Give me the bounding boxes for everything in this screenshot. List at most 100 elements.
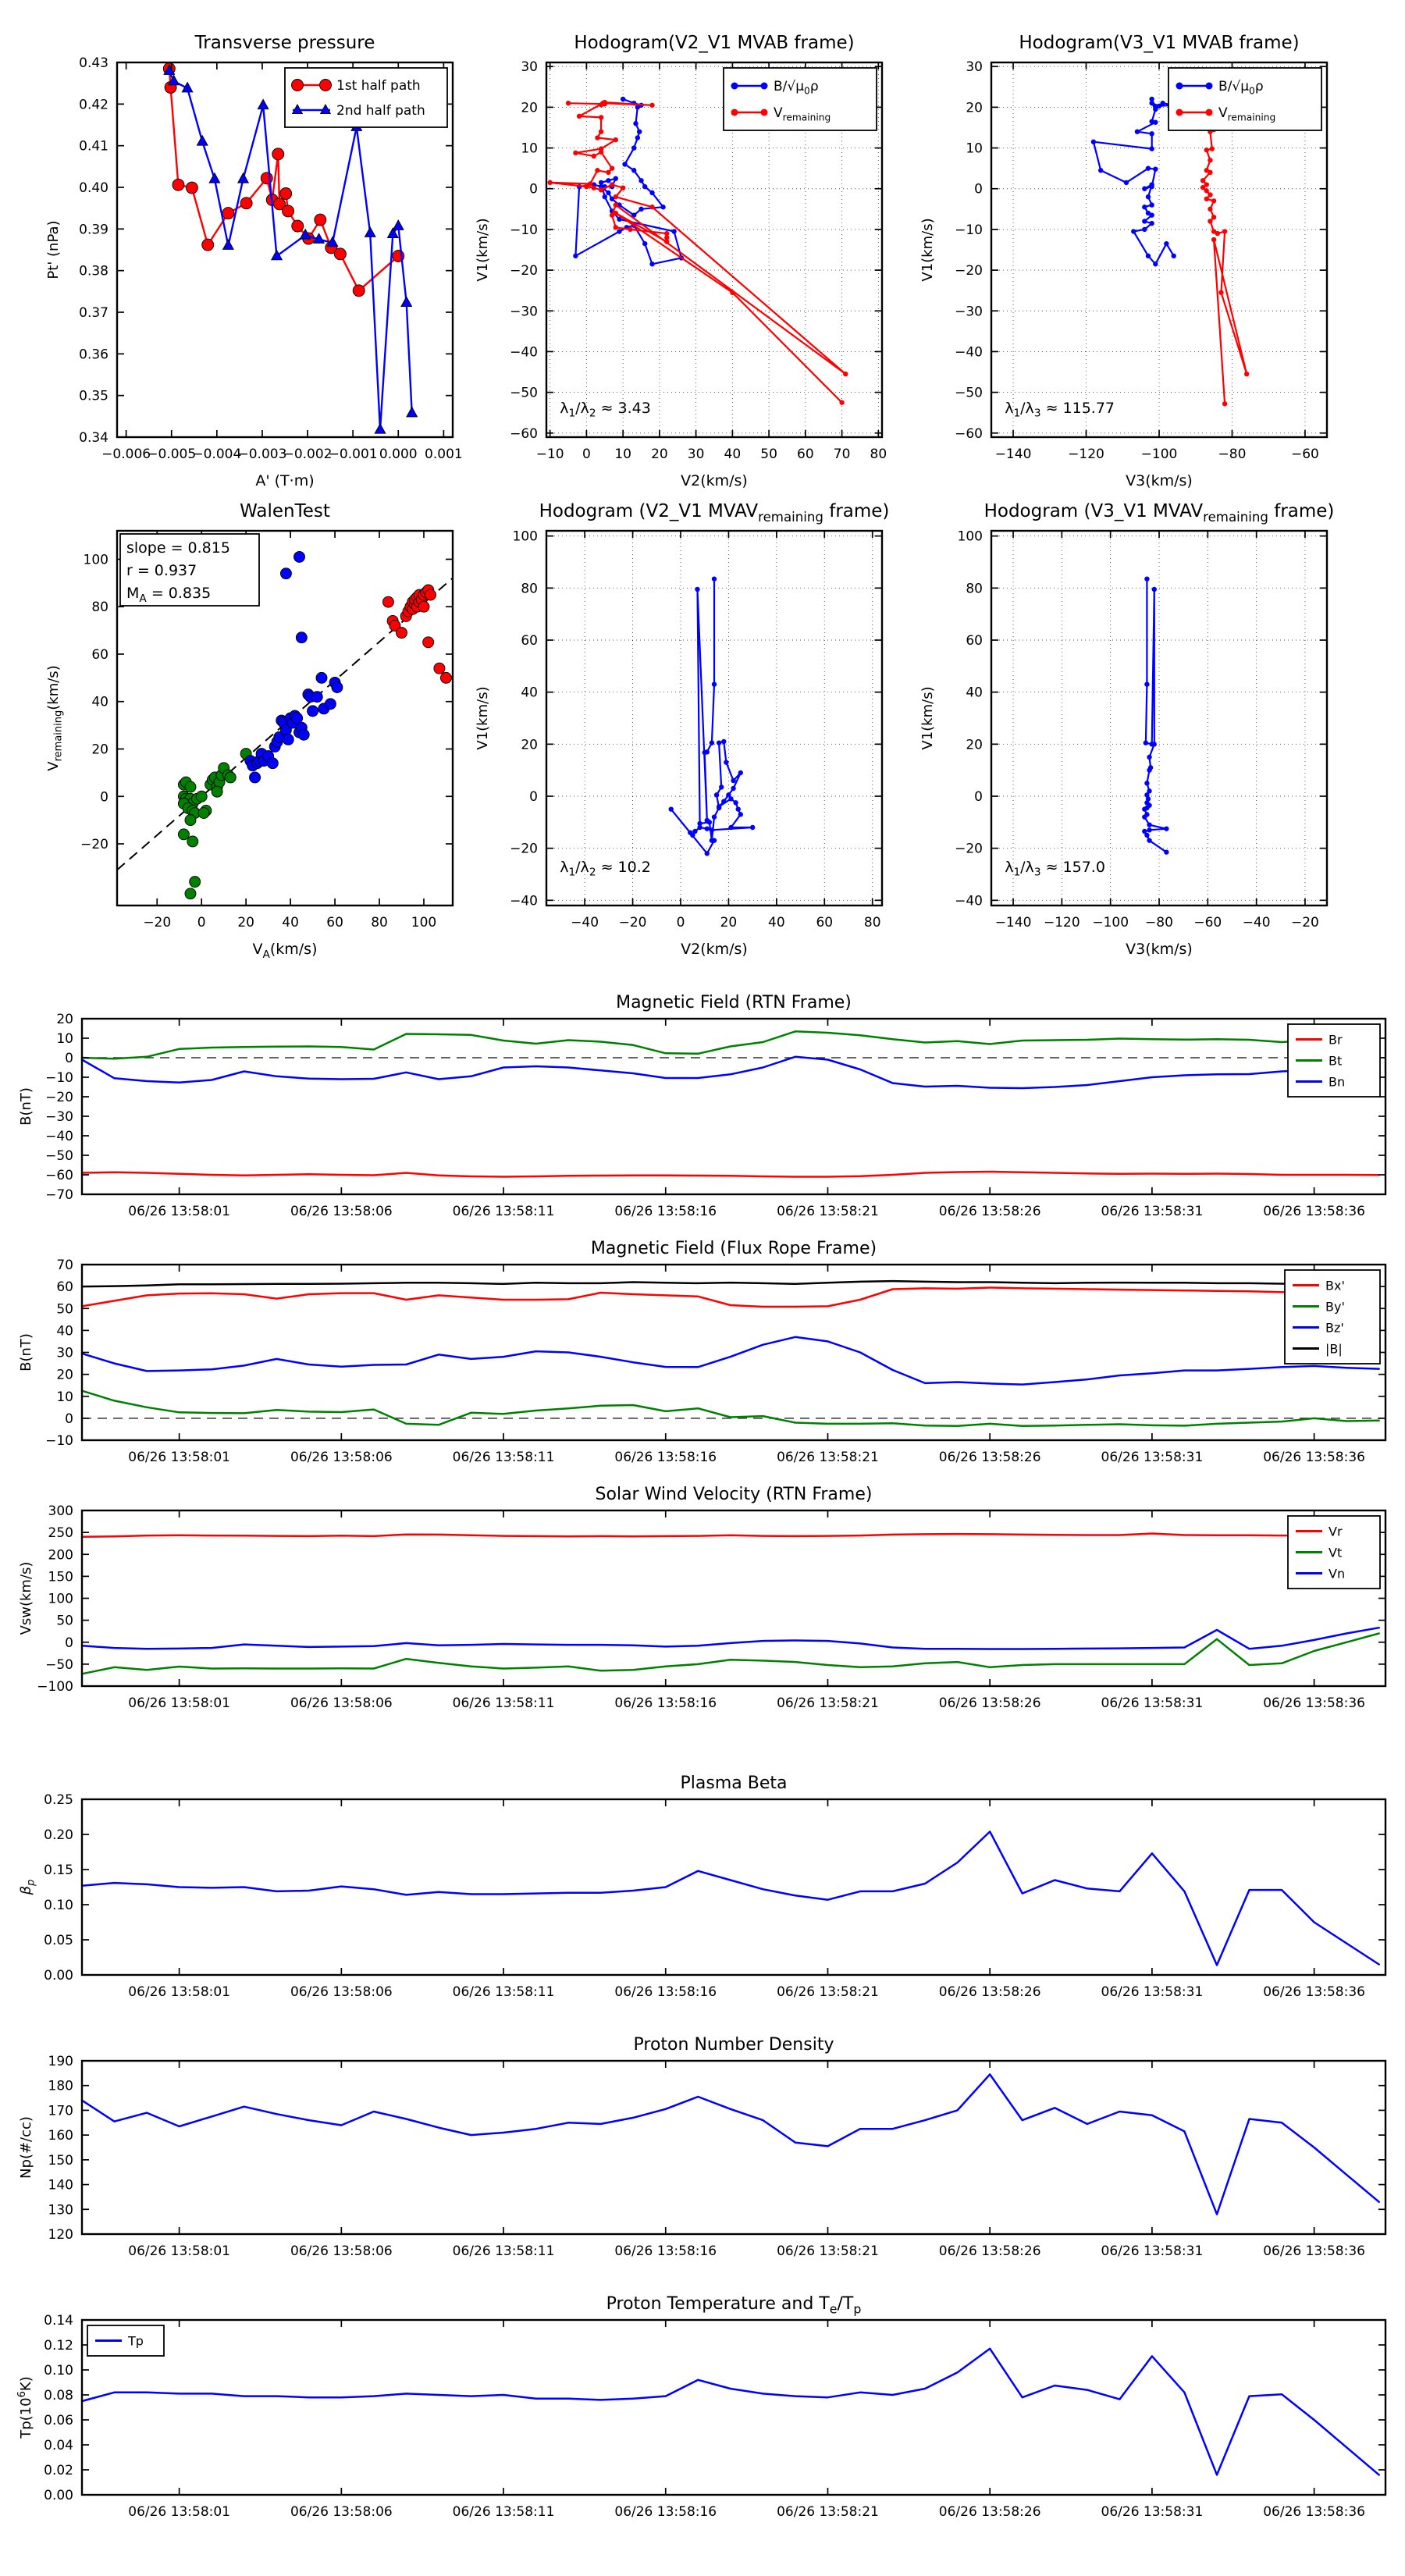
svg-text:−40: −40 bbox=[955, 344, 983, 360]
svg-text:−20: −20 bbox=[45, 1090, 73, 1105]
svg-text:−40: −40 bbox=[510, 893, 538, 909]
svg-text:V2(km/s): V2(km/s) bbox=[681, 941, 748, 958]
svg-text:−20: −20 bbox=[510, 263, 538, 279]
svg-text:−50: −50 bbox=[45, 1148, 73, 1164]
svg-text:100: 100 bbox=[84, 552, 108, 568]
svg-text:06/26 13:58:36: 06/26 13:58:36 bbox=[1263, 1450, 1365, 1465]
svg-text:−20: −20 bbox=[955, 841, 983, 857]
svg-text:−10: −10 bbox=[45, 1070, 73, 1086]
svg-text:130: 130 bbox=[48, 2202, 73, 2218]
svg-text:slope = 0.815: slope = 0.815 bbox=[126, 539, 230, 557]
svg-text:06/26 13:58:21: 06/26 13:58:21 bbox=[777, 1450, 879, 1465]
svg-text:50: 50 bbox=[760, 447, 777, 462]
svg-text:Solar Wind Velocity (RTN Frame: Solar Wind Velocity (RTN Frame) bbox=[596, 1485, 873, 1504]
svg-text:−0.006: −0.006 bbox=[101, 447, 151, 462]
svg-text:150: 150 bbox=[48, 1569, 73, 1585]
svg-text:20: 20 bbox=[521, 737, 538, 753]
svg-text:20: 20 bbox=[966, 737, 983, 753]
svg-text:−20: −20 bbox=[955, 263, 983, 279]
svg-text:10: 10 bbox=[56, 1389, 73, 1405]
svg-text:20: 20 bbox=[651, 447, 668, 462]
svg-text:βp​: βp​ bbox=[18, 1880, 37, 1896]
svg-text:0.42: 0.42 bbox=[79, 97, 108, 112]
svg-text:−80: −80 bbox=[1218, 447, 1247, 462]
chart-plasma-beta: 06/26 13:58:01 06/26 13:58:06 06/26 13:58:… bbox=[18, 1774, 1387, 2000]
svg-text:V1(km/s): V1(km/s) bbox=[475, 686, 491, 749]
chart-transverse-pressure: −0.006 −0.005 −0.004 −0.003 −0.002 −0.001 0.00… bbox=[45, 33, 463, 489]
svg-text:0: 0 bbox=[529, 789, 538, 805]
svg-text:−60: −60 bbox=[955, 426, 983, 442]
svg-text:06/26 13:58:26: 06/26 13:58:26 bbox=[939, 2243, 1041, 2259]
chart-solar-wind-velocity: 06/26 13:58:01 06/26 13:58:06 06/26 13:58:… bbox=[18, 1485, 1387, 1711]
svg-text:06/26 13:58:31: 06/26 13:58:31 bbox=[1101, 1204, 1204, 1219]
svg-text:50: 50 bbox=[56, 1301, 73, 1317]
svg-text:170: 170 bbox=[48, 2103, 73, 2119]
chart-magnetic-field-rtn: 06/26 13:58:01 06/26 13:58:06 06/26 13:58:… bbox=[18, 993, 1387, 1219]
svg-text:06/26 13:58:21: 06/26 13:58:21 bbox=[777, 1984, 879, 2000]
svg-text:−120: −120 bbox=[1068, 447, 1104, 462]
chart-proton-temperature: 06/26 13:58:01 06/26 13:58:06 06/26 13:58:… bbox=[16, 2294, 1387, 2520]
svg-text:0: 0 bbox=[974, 182, 983, 197]
svg-text:WalenTest: WalenTest bbox=[240, 501, 330, 521]
svg-text:06/26 13:58:21: 06/26 13:58:21 bbox=[777, 2504, 879, 2520]
svg-text:06/26 13:58:11: 06/26 13:58:11 bbox=[453, 1450, 555, 1465]
svg-text:50: 50 bbox=[56, 1614, 73, 1629]
svg-text:0: 0 bbox=[677, 915, 685, 930]
svg-text:06/26 13:58:01: 06/26 13:58:01 bbox=[128, 1450, 230, 1465]
svg-text:Proton Temperature and Te/Tp​: Proton Temperature and Te/Tp​ bbox=[606, 2294, 862, 2317]
svg-text:40: 40 bbox=[521, 685, 538, 701]
svg-text:100: 100 bbox=[958, 529, 983, 545]
svg-text:Hodogram (V2_V1 MVAVremaining: Hodogram (V2_V1 MVAVremaining frame) bbox=[539, 501, 890, 525]
svg-text:V2(km/s): V2(km/s) bbox=[681, 472, 748, 489]
svg-text:06/26 13:58:16: 06/26 13:58:16 bbox=[614, 1984, 717, 2000]
svg-text:Vr: Vr bbox=[1329, 1525, 1343, 1539]
svg-text:140: 140 bbox=[48, 2178, 73, 2194]
svg-text:06/26 13:58:36: 06/26 13:58:36 bbox=[1263, 1695, 1365, 1711]
svg-text:06/26 13:58:06: 06/26 13:58:06 bbox=[290, 2243, 393, 2259]
svg-text:V3(km/s): V3(km/s) bbox=[1126, 941, 1193, 958]
svg-text:0.12: 0.12 bbox=[44, 2338, 73, 2354]
svg-text:Pt' (nPa): Pt' (nPa) bbox=[45, 220, 62, 279]
svg-text:−0.005: −0.005 bbox=[147, 447, 196, 462]
svg-text:−40: −40 bbox=[510, 344, 538, 360]
svg-text:−60: −60 bbox=[1291, 447, 1319, 462]
svg-text:100: 100 bbox=[411, 915, 436, 930]
svg-text:80: 80 bbox=[870, 447, 887, 462]
svg-text:−40: −40 bbox=[571, 915, 599, 930]
svg-text:0.10: 0.10 bbox=[44, 1898, 73, 1913]
svg-text:200: 200 bbox=[48, 1547, 73, 1563]
svg-text:Vn: Vn bbox=[1329, 1567, 1345, 1582]
svg-text:40: 40 bbox=[768, 915, 785, 930]
chart-walen-test: −20 0 20 40 60 80 100 −20 0 20 40 60 80 100 WalenTest V… bbox=[45, 501, 454, 961]
svg-text:06/26 13:58:01: 06/26 13:58:01 bbox=[128, 2504, 230, 2520]
svg-text:300: 300 bbox=[48, 1503, 73, 1519]
svg-text:V1(km/s): V1(km/s) bbox=[919, 218, 936, 281]
svg-text:0.05: 0.05 bbox=[44, 1933, 73, 1948]
svg-text:0: 0 bbox=[582, 447, 591, 462]
svg-text:180: 180 bbox=[48, 2079, 73, 2094]
svg-text:0: 0 bbox=[65, 1051, 73, 1066]
svg-text:60: 60 bbox=[56, 1279, 73, 1295]
svg-text:60: 60 bbox=[91, 647, 108, 663]
chart-hodogram-v2v1-mvab: −10 0 10 20 30 40 50 60 70 80 −60 −50 −40 −30 −20 −10 0 1… bbox=[475, 33, 887, 489]
svg-text:0.00: 0.00 bbox=[44, 1968, 73, 1984]
svg-text:20: 20 bbox=[56, 1368, 73, 1383]
svg-text:06/26 13:58:36: 06/26 13:58:36 bbox=[1263, 2243, 1365, 2259]
svg-text:40: 40 bbox=[282, 915, 299, 930]
svg-text:30: 30 bbox=[966, 59, 983, 75]
svg-text:10: 10 bbox=[966, 141, 983, 157]
svg-text:0.38: 0.38 bbox=[79, 264, 108, 279]
svg-text:06/26 13:58:11: 06/26 13:58:11 bbox=[453, 2243, 555, 2259]
svg-text:40: 40 bbox=[724, 447, 742, 462]
svg-text:Bz': Bz' bbox=[1325, 1321, 1344, 1336]
svg-text:Magnetic Field (Flux Rope Fram: Magnetic Field (Flux Rope Frame) bbox=[591, 1239, 877, 1258]
svg-text:Plasma Beta: Plasma Beta bbox=[681, 1774, 788, 1793]
svg-text:B(nT): B(nT) bbox=[18, 1333, 34, 1372]
svg-text:−60: −60 bbox=[1193, 915, 1222, 930]
svg-text:06/26 13:58:26: 06/26 13:58:26 bbox=[939, 2504, 1041, 2520]
svg-text:0.15: 0.15 bbox=[44, 1863, 73, 1878]
svg-text:−0.004: −0.004 bbox=[192, 447, 241, 462]
svg-text:Hodogram(V2_V1 MVAB frame): Hodogram(V2_V1 MVAB frame) bbox=[574, 33, 854, 53]
svg-text:B/√μ0ρ: B/√μ0ρ bbox=[1218, 79, 1264, 96]
svg-text:0: 0 bbox=[65, 1635, 73, 1651]
